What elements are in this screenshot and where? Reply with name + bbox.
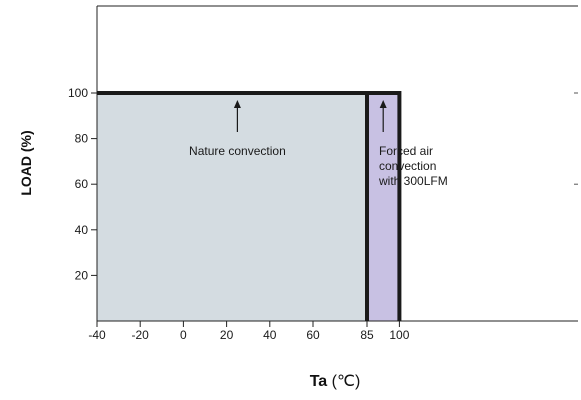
- x-axis-title-main: Ta: [310, 373, 328, 390]
- annotation-label-1-0: Forced air: [379, 144, 433, 158]
- x-axis-title: Ta (℃): [310, 373, 361, 390]
- x-tick-label-7: 100: [389, 328, 409, 342]
- y-tick-label-3: 80: [75, 132, 89, 146]
- x-tick-label-6: 85: [360, 328, 374, 342]
- region-fill-0: [97, 93, 367, 321]
- x-tick-label-4: 40: [263, 328, 277, 342]
- y-tick-label-4: 100: [68, 86, 88, 100]
- x-tick-label-5: 60: [306, 328, 320, 342]
- y-tick-label-2: 60: [75, 177, 89, 191]
- annotation-label-1-2: with 300LFM: [378, 174, 448, 188]
- x-tick-label-2: 0: [180, 328, 187, 342]
- x-tick-label-0: -40: [88, 328, 106, 342]
- y-tick-label-1: 40: [75, 223, 89, 237]
- annotation-label-0-0: Nature convection: [189, 144, 286, 158]
- y-tick-label-0: 20: [75, 268, 89, 282]
- annotation-label-1-1: convection: [379, 159, 436, 173]
- annotation-arrowhead-0: [233, 100, 241, 108]
- annotation-arrowhead-1: [379, 100, 387, 108]
- derating-curve: [97, 91, 402, 321]
- x-axis-title-unit: (℃): [327, 373, 360, 390]
- x-tick-label-1: -20: [132, 328, 150, 342]
- y-axis-title: LOAD (%): [18, 130, 34, 195]
- x-tick-label-3: 20: [220, 328, 234, 342]
